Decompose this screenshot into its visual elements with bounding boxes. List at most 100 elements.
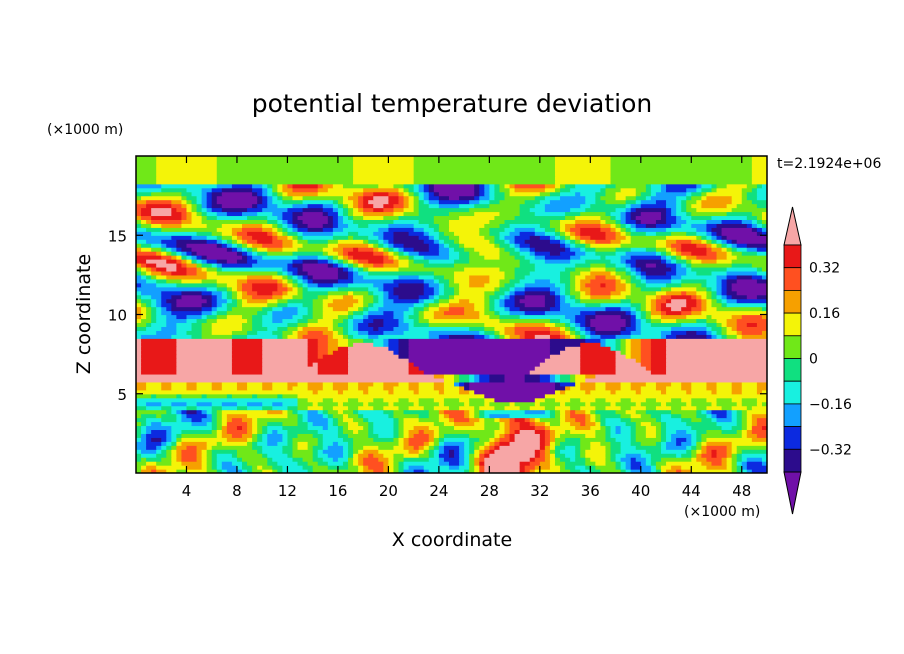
contour-cell <box>141 243 152 248</box>
contour-cell <box>484 417 496 423</box>
contour-cell <box>625 227 632 232</box>
contour-cell <box>565 239 571 244</box>
contour-cell <box>418 366 536 371</box>
contour-cell <box>211 453 218 458</box>
contour-cell <box>252 445 263 450</box>
contour-cell <box>514 227 536 232</box>
contour-cell <box>358 322 369 327</box>
contour-cell <box>403 310 415 316</box>
contour-cell <box>226 247 233 252</box>
contour-cell <box>146 266 152 272</box>
contour-cell <box>171 457 177 462</box>
contour-cell <box>287 413 299 419</box>
contour-cell <box>277 278 283 284</box>
contour-cell <box>136 286 208 292</box>
contour-cell <box>277 195 283 201</box>
contour-cell <box>620 338 627 343</box>
contour-cell <box>590 294 612 300</box>
contour-cell <box>196 199 203 205</box>
contour-cell <box>585 207 617 213</box>
contour-cell <box>519 469 526 473</box>
contour-cell <box>332 215 339 220</box>
contour-cell <box>549 354 581 359</box>
contour-cell <box>484 183 490 189</box>
contour-cell <box>560 421 571 427</box>
contour-cell <box>448 453 455 458</box>
contour-cell <box>358 409 384 415</box>
contour-cell <box>327 255 334 260</box>
contour-cell <box>686 298 697 304</box>
contour-cell <box>620 346 627 351</box>
contour-cell <box>353 247 359 252</box>
contour-cell <box>171 270 188 276</box>
contour-cell <box>428 437 435 442</box>
contour-cell <box>413 167 556 173</box>
contour-cell <box>554 429 566 434</box>
contour-cell <box>252 251 258 256</box>
contour-cell <box>171 381 188 387</box>
contour-cell <box>398 294 420 300</box>
contour-cell <box>484 187 490 193</box>
contour-cell <box>428 433 435 438</box>
contour-cell <box>171 405 188 411</box>
contour-cell <box>489 413 511 419</box>
contour-cell <box>686 270 697 276</box>
contour-cell <box>408 326 470 331</box>
contour-cell <box>322 385 334 391</box>
contour-cell <box>403 318 415 324</box>
contour-cell <box>691 215 713 220</box>
contour-cell <box>741 409 748 415</box>
contour-cell <box>433 290 440 296</box>
contour-cell <box>580 191 596 197</box>
contour-cell <box>474 421 485 427</box>
contour-cell <box>196 445 208 450</box>
contour-cell <box>393 433 400 438</box>
contour-cell <box>565 286 571 292</box>
contour-cell <box>681 282 702 288</box>
contour-cell <box>216 235 223 240</box>
contour-cell <box>666 310 682 316</box>
contour-cell <box>317 187 329 193</box>
contour-cell <box>448 306 465 312</box>
contour-cell <box>231 393 253 399</box>
contour-cell <box>156 445 162 450</box>
contour-cell <box>242 223 263 228</box>
contour-cell <box>136 306 142 312</box>
contour-cell <box>625 322 632 327</box>
contour-cell <box>176 441 183 446</box>
contour-cell <box>443 290 455 296</box>
contour-cell <box>272 199 283 205</box>
contour-cell <box>363 425 369 431</box>
contour-cell <box>393 326 410 331</box>
contour-cell <box>181 413 188 419</box>
contour-cell <box>529 235 541 240</box>
contour-cell <box>640 330 662 335</box>
contour-cell <box>544 445 551 450</box>
contour-cell <box>378 235 384 240</box>
contour-cell <box>337 215 344 220</box>
contour-cell <box>549 251 561 256</box>
contour-cell <box>297 255 319 260</box>
contour-cell <box>696 255 718 260</box>
contour-cell <box>171 433 177 438</box>
contour-cell <box>585 417 591 423</box>
contour-cell <box>277 215 283 220</box>
contour-cell <box>474 306 485 312</box>
contour-cell <box>413 306 425 312</box>
contour-cell <box>691 195 702 201</box>
contour-cell <box>433 405 450 411</box>
contour-cell <box>413 425 430 431</box>
contour-cell <box>287 266 299 272</box>
contour-cell <box>716 397 733 403</box>
contour-cell <box>681 381 692 387</box>
contour-cell <box>216 171 354 177</box>
contour-cell <box>554 413 561 419</box>
contour-cell <box>751 417 758 423</box>
contour-cell <box>620 429 632 434</box>
contour-cell <box>544 187 556 193</box>
contour-cell <box>615 362 642 367</box>
contour-cell <box>398 251 405 256</box>
contour-cell <box>146 326 162 331</box>
contour-cell <box>554 449 561 454</box>
